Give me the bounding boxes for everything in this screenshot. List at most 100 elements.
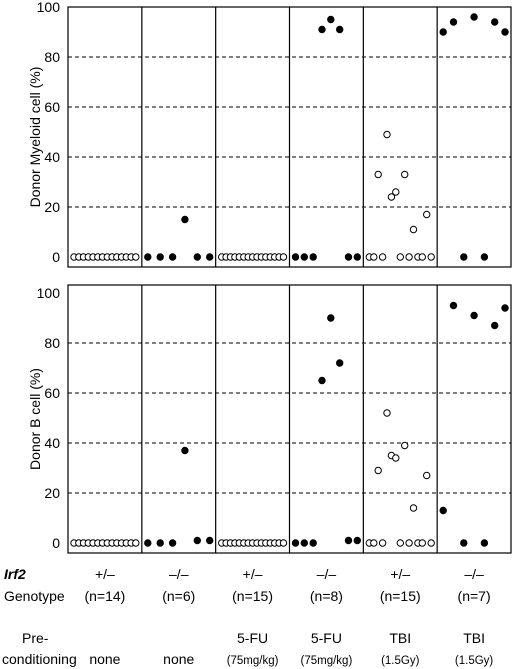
data-point (336, 25, 344, 34)
data-point (449, 301, 458, 310)
preconditioning-value: 5-FU (237, 630, 268, 646)
genotype-value: +/– (243, 566, 263, 582)
data-point (401, 170, 409, 179)
sample-size: (n=14) (84, 588, 125, 604)
data-point (423, 210, 431, 219)
condition-column-4: –/– (n=8) 5-FU (75mg/kg) (301, 566, 353, 667)
data-point (460, 253, 468, 261)
data-point (300, 253, 308, 261)
y-axis-label: Donor Myeloid cell (%) (27, 67, 43, 208)
y-tick-label: 20 (44, 199, 60, 215)
data-point (460, 539, 468, 547)
condition-column-1: +/– (n=14) none (84, 566, 125, 667)
data-point (501, 28, 509, 36)
group-2 (144, 215, 214, 261)
data-point (378, 253, 387, 261)
preconditioning-dose: (75mg/kg) (227, 655, 279, 667)
data-point (374, 466, 382, 475)
data-point (439, 28, 447, 36)
data-point (156, 253, 164, 261)
preconditioning-value: TBI (463, 630, 485, 646)
preconditioning-label-line2: conditioning (2, 651, 77, 667)
data-point (193, 253, 202, 261)
group-6 (439, 13, 509, 261)
preconditioning-value: none (163, 651, 194, 667)
y-tick-label: 0 (52, 249, 60, 265)
group-4 (291, 314, 361, 547)
group-6 (439, 301, 509, 547)
data-point (491, 18, 499, 26)
group-3 (218, 539, 288, 547)
data-point (401, 441, 409, 450)
data-point (418, 253, 426, 261)
preconditioning-dose: (1.5Gy) (381, 655, 420, 667)
condition-column-6: –/– (n=7) TBI (1.5Gy) (455, 566, 494, 667)
y-tick-label: 60 (44, 385, 60, 401)
data-point (470, 13, 478, 21)
y-tick-label: 80 (44, 335, 60, 351)
sample-size: (n=8) (310, 588, 343, 604)
data-point (344, 253, 353, 261)
data-point (396, 539, 404, 547)
data-point (387, 193, 396, 201)
genotype-gene-label: Irf2 (4, 566, 26, 582)
sample-size: (n=7) (458, 588, 491, 604)
data-point (291, 253, 300, 261)
panel-2: 0 20 40 60 80 100 Donor B cell (%) (27, 284, 512, 554)
group-1 (70, 539, 140, 547)
y-tick-label: 100 (37, 0, 61, 15)
data-point (409, 504, 418, 512)
data-point (168, 539, 177, 547)
y-tick-label: 40 (44, 149, 60, 165)
data-point (327, 15, 335, 24)
preconditioning-dose: (75mg/kg) (301, 655, 353, 667)
group-4 (291, 15, 361, 261)
data-point (491, 321, 499, 330)
panels: 0 20 40 60 80 100 Donor Myeloid cell (%) 0 20 40 6… (27, 0, 512, 554)
data-point (318, 25, 326, 34)
data-point (144, 539, 152, 547)
condition-column-2: –/– (n=6) none (162, 566, 195, 667)
data-point (370, 539, 378, 547)
condition-column-5: +/– (n=15) TBI (1.5Gy) (380, 566, 421, 667)
y-tick-label: 100 (37, 285, 61, 301)
data-point (405, 539, 413, 547)
group-5 (365, 409, 435, 547)
genotype-value: –/– (464, 566, 484, 582)
data-point (291, 539, 300, 547)
data-point (405, 253, 413, 261)
data-point (418, 539, 426, 547)
data-point (396, 253, 404, 261)
data-point (378, 539, 387, 547)
preconditioning-dose: (1.5Gy) (455, 655, 494, 667)
preconditioning-value: none (89, 651, 120, 667)
data-point (344, 536, 353, 545)
data-point (480, 253, 489, 261)
data-point (181, 215, 189, 224)
y-axis-label: Donor B cell (%) (27, 368, 43, 470)
data-point (144, 253, 152, 261)
y-tick-label: 0 (52, 535, 60, 551)
data-point (193, 536, 202, 545)
condition-table: Irf2 Genotype Pre-conditioning +/– (n=14) non… (2, 566, 493, 667)
preconditioning-value: TBI (389, 630, 411, 646)
data-point (501, 304, 509, 312)
data-point (480, 539, 489, 547)
data-point (383, 130, 391, 139)
data-point (156, 539, 164, 547)
data-point (423, 471, 431, 480)
y-tick-label: 80 (44, 49, 60, 65)
y-tick-label: 40 (44, 435, 60, 451)
group-3 (218, 253, 288, 261)
data-point (353, 536, 361, 545)
data-point (132, 253, 140, 261)
data-point (309, 539, 317, 547)
data-point (206, 536, 214, 545)
data-point (300, 539, 308, 547)
genotype-value: –/– (317, 566, 337, 582)
condition-column-3: +/– (n=15) 5-FU (75mg/kg) (227, 566, 279, 667)
data-point (409, 225, 418, 234)
data-point (309, 253, 317, 261)
data-point (370, 253, 378, 261)
data-point (168, 253, 177, 261)
